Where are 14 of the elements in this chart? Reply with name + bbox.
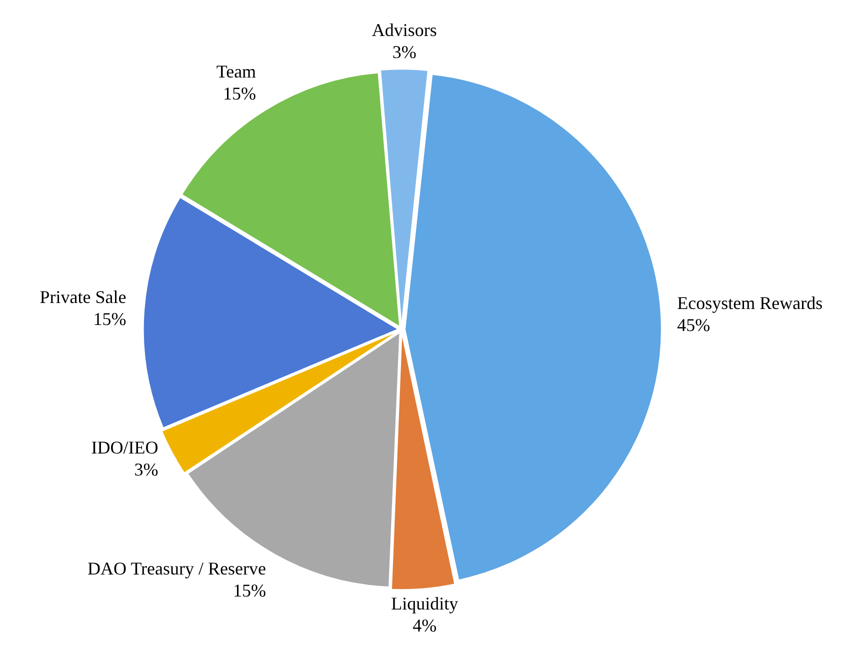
slice-label: Advisors [372, 20, 437, 40]
slice-label: Ecosystem Rewards [677, 292, 823, 313]
slice-label: Team [216, 62, 256, 82]
data-label: 15% [223, 84, 256, 104]
data-label: 4% [412, 615, 437, 636]
slice-label: Private Sale [40, 287, 126, 308]
data-label: 15% [233, 580, 266, 601]
data-label: 3% [392, 42, 416, 62]
slice-label: IDO/IEO [91, 438, 158, 458]
slice-label: DAO Treasury / Reserve [88, 558, 266, 579]
data-label: 45% [677, 314, 710, 335]
data-label: 15% [93, 309, 126, 330]
data-label: 3% [134, 460, 158, 480]
slice-label: Liquidity [391, 593, 458, 614]
